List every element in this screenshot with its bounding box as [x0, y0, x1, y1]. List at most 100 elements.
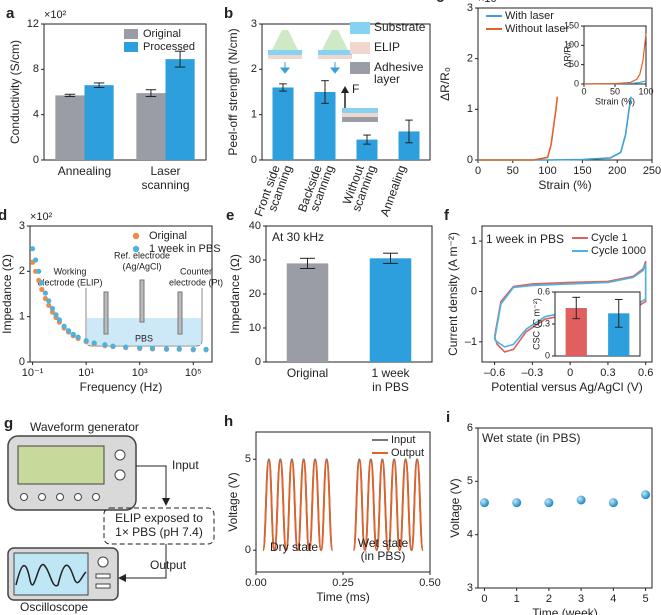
y-tick-label: 0	[545, 350, 550, 360]
y-axis-label: Voltage (V)	[448, 478, 462, 537]
x-tick-label: 0.3	[600, 367, 615, 379]
data-point	[110, 343, 116, 349]
axes-frame	[583, 25, 647, 85]
legend-label: With laser	[505, 10, 554, 22]
data-point	[49, 309, 56, 315]
y-tick-label: 0	[467, 154, 473, 166]
x-tick-label: –0.6	[484, 367, 505, 379]
node-label: Input	[172, 458, 199, 472]
y-tick-label: 8	[33, 63, 39, 75]
layer-label: Adhesive	[374, 60, 424, 74]
y-tick-label: 4	[467, 529, 473, 541]
arrow	[329, 62, 341, 74]
data-point	[56, 317, 62, 323]
x-tick-label: 0	[475, 165, 481, 177]
x-tick-label: 4	[610, 593, 616, 605]
y-tick-label: 1	[251, 109, 257, 121]
x-tick-label: 10¹	[78, 367, 94, 379]
knob	[74, 493, 82, 501]
sample-layer	[318, 50, 352, 55]
y-tick-label: 4	[33, 109, 39, 121]
y-tick-label: 0	[471, 285, 477, 297]
y-tick-label: 2	[19, 265, 25, 277]
x-tick-label: 0	[581, 86, 586, 96]
legend-label: Original	[143, 28, 181, 40]
y-axis-label: Voltage (V)	[226, 472, 240, 531]
data-point	[49, 305, 56, 312]
y-tick-label: 1	[471, 235, 477, 247]
y-tick-label: 0	[255, 356, 261, 368]
data-point	[33, 257, 39, 263]
y-tick-label: 10	[249, 322, 261, 334]
x-tick-label: 150	[573, 165, 591, 177]
bar	[565, 308, 587, 356]
waveform	[15, 564, 87, 587]
legend-label: Output	[391, 447, 424, 459]
axes-frame	[261, 23, 431, 161]
data-point	[39, 280, 45, 286]
y-axis-label: ΔR/R₀	[562, 42, 572, 68]
x-axis-label: Time (week)	[532, 606, 598, 615]
legend-label: Cycle 1	[591, 232, 628, 244]
annotation: Dry state	[270, 540, 318, 554]
legend-swatch	[124, 42, 138, 52]
y-tick-label: 5	[245, 453, 251, 465]
x-axis-label: Time (ms)	[316, 590, 370, 604]
knob	[56, 493, 64, 501]
y-tick-label: 0.6	[537, 286, 550, 296]
laser-beam	[272, 30, 298, 50]
knob	[20, 493, 28, 501]
x-tick-label: 10⁻¹	[22, 367, 44, 379]
data-point	[42, 290, 48, 296]
bar	[55, 95, 85, 160]
axes-frame	[29, 225, 213, 363]
data-point	[61, 323, 67, 329]
y-tick-label: 0	[245, 544, 251, 556]
x-tick-label: –0.3	[522, 367, 543, 379]
y-tick-label: 3	[251, 18, 257, 30]
wire	[124, 544, 167, 579]
x-tick-label: 0	[481, 593, 487, 605]
node-label: ELIP exposed to	[115, 511, 203, 525]
x-axis-label: Strain (%)	[595, 96, 635, 106]
panel-label: f	[444, 207, 450, 224]
bar	[136, 93, 166, 160]
y-tick-label: 12	[27, 18, 39, 30]
data-point	[123, 344, 129, 350]
data-point	[29, 246, 36, 252]
data-point	[46, 302, 52, 308]
x-tick-label: 1	[514, 593, 520, 605]
x-tick-label: 100	[638, 86, 653, 96]
y-axis-label: Conductivity (S/cm)	[8, 40, 22, 144]
y-axis-label: Impedance (Ω)	[228, 254, 242, 334]
data-point	[149, 345, 156, 351]
x-tick-label: 1 week	[371, 366, 410, 380]
data-line	[583, 33, 647, 85]
x-axis-label: Potential versus Ag/AgCl (V)	[491, 380, 642, 394]
legend-label: Processed	[143, 41, 195, 53]
data-point	[53, 312, 59, 318]
legend-label: 1 week in PBS	[149, 243, 221, 255]
force-label: F	[352, 82, 359, 96]
button	[95, 583, 111, 589]
bar	[272, 87, 294, 160]
data-point	[479, 498, 489, 508]
generator-screen	[17, 445, 105, 485]
bar	[398, 131, 420, 160]
panel-label: b	[224, 5, 233, 22]
oscilloscope-screen	[13, 552, 89, 596]
y-axis-label: Impedance (Ω)	[0, 254, 14, 334]
annotation: Wet state (in PBS)	[482, 431, 580, 445]
y-axis-label: Current density (A m⁻²)	[446, 232, 460, 356]
data-point	[65, 328, 72, 334]
y-tick-label: 100	[564, 40, 579, 50]
y-tick-label: 30	[249, 254, 261, 266]
data-point	[608, 498, 618, 508]
arrow	[279, 62, 291, 74]
axes-frame	[481, 225, 653, 363]
data-point	[91, 340, 97, 346]
data-point	[641, 490, 651, 500]
knob	[114, 469, 126, 481]
axis-multiplier: ×10²	[44, 9, 67, 21]
